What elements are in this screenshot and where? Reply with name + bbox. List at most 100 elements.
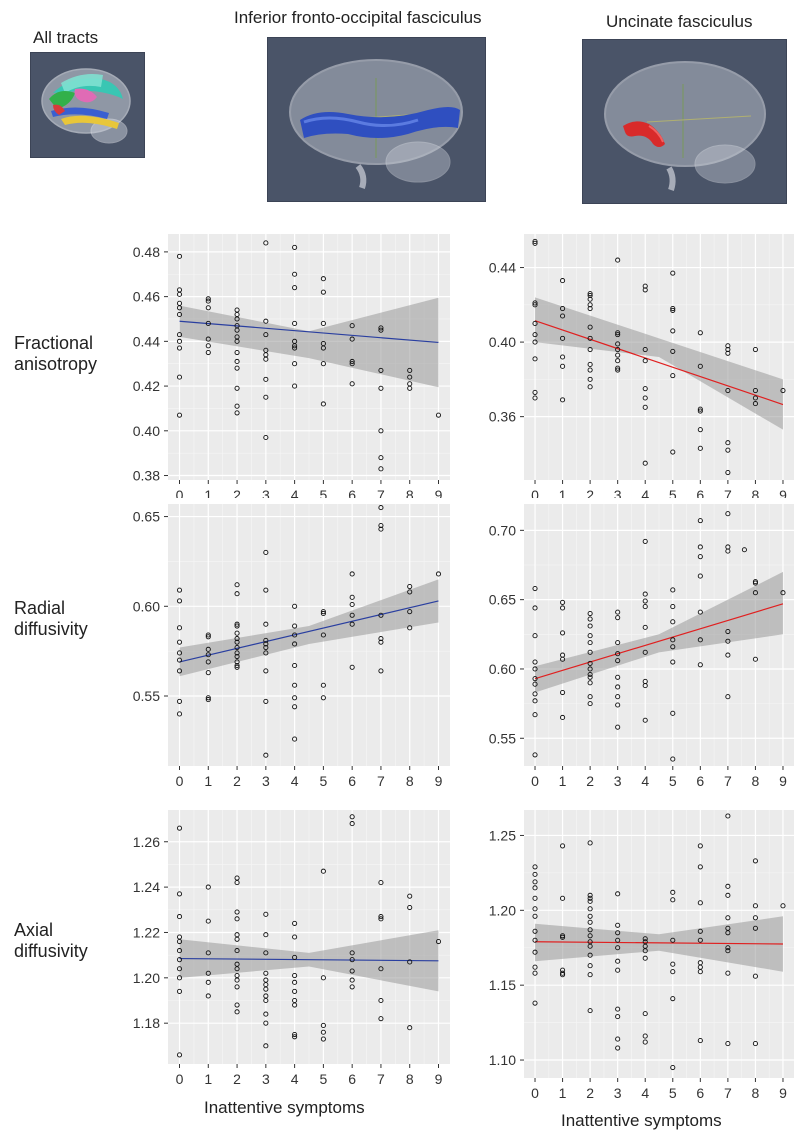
data-point (532, 605, 538, 611)
data-point (320, 401, 326, 407)
data-point (349, 571, 355, 577)
data-point (176, 291, 183, 297)
data-point (263, 356, 269, 362)
row-label-rd-line1: Radial (14, 598, 66, 618)
x-tick-label: 4 (291, 773, 299, 789)
brain-illustration-all-tracts (41, 68, 131, 144)
data-point (697, 662, 703, 668)
data-point (587, 927, 593, 933)
data-point (349, 621, 355, 627)
data-point (752, 903, 758, 909)
data-point (205, 305, 211, 311)
data-point (670, 307, 676, 313)
data-point (725, 387, 731, 394)
data-point (560, 970, 566, 976)
data-point (587, 305, 593, 312)
data-point (532, 691, 538, 697)
x-tick-label: 0 (531, 487, 539, 498)
data-point (615, 367, 621, 373)
data-point (560, 354, 566, 360)
data-point (642, 649, 648, 655)
row-label-ad-line1: Axial (14, 920, 54, 940)
x-tick-label: 2 (233, 487, 241, 498)
x-tick-label: 1 (204, 773, 212, 789)
data-point (349, 381, 355, 387)
data-point (176, 1052, 183, 1058)
data-point (263, 911, 269, 917)
x-tick-label: 0 (176, 773, 184, 789)
data-point (587, 361, 593, 368)
data-point (587, 913, 593, 919)
x-tick-label: 3 (614, 1085, 622, 1098)
data-point (532, 949, 538, 955)
data-point (234, 1009, 240, 1015)
data-point (587, 335, 593, 341)
data-point (587, 694, 593, 700)
data-point (697, 544, 703, 550)
x-axis-title-right: Inattentive symptoms (561, 1111, 722, 1130)
data-point (697, 928, 703, 934)
x-axis-title-left: Inattentive symptoms (204, 1098, 365, 1117)
brain-image-ifof (267, 37, 486, 202)
data-point (725, 350, 731, 356)
data-point (697, 408, 703, 414)
data-point (532, 871, 538, 877)
data-point (349, 950, 355, 956)
data-point (320, 609, 326, 615)
data-point (725, 694, 731, 700)
data-point (378, 522, 384, 529)
data-point (234, 653, 240, 660)
y-tick-label: 0.60 (133, 598, 160, 614)
data-point (642, 346, 648, 353)
brain-illustration-ifof (289, 59, 463, 189)
data-point (532, 712, 538, 718)
data-point (234, 662, 240, 669)
data-point (320, 361, 326, 367)
data-point (176, 338, 183, 344)
data-point (263, 332, 269, 338)
data-point (176, 914, 183, 920)
x-tick-label: 2 (233, 773, 241, 789)
x-tick-label: 5 (669, 773, 677, 789)
y-tick-label: 1.25 (489, 827, 516, 843)
data-point (532, 864, 538, 870)
data-point (587, 963, 593, 969)
y-tick-label: 0.65 (489, 592, 516, 608)
data-point (263, 1020, 269, 1026)
x-tick-label: 4 (291, 1071, 299, 1087)
data-point (587, 680, 593, 686)
data-point (560, 397, 566, 403)
data-point (532, 320, 538, 327)
data-point (292, 271, 298, 277)
data-point (670, 449, 676, 455)
data-point (725, 930, 731, 936)
data-point (234, 582, 240, 588)
data-point (176, 625, 183, 631)
data-point (615, 945, 621, 951)
data-point (642, 683, 648, 689)
data-point (560, 630, 566, 636)
data-point (587, 933, 593, 939)
regression-line (534, 603, 784, 680)
data-point (532, 332, 538, 338)
row-label-fractional-anisotropy: Fractional anisotropy (14, 333, 97, 375)
data-point (292, 285, 298, 291)
data-point (320, 695, 326, 701)
data-point (292, 934, 298, 940)
data-point (234, 630, 240, 636)
data-point (263, 240, 269, 246)
data-point (642, 948, 648, 954)
data-point (292, 1031, 298, 1038)
data-point (780, 590, 786, 596)
data-point (670, 937, 676, 943)
data-point (378, 612, 384, 618)
data-point (349, 612, 355, 618)
data-point (378, 880, 384, 886)
y-tick-label: 0.48 (133, 244, 160, 260)
data-point (697, 554, 703, 560)
y-tick-label: 0.44 (133, 333, 160, 349)
data-point (205, 670, 211, 676)
data-point (587, 384, 593, 390)
data-point (378, 325, 384, 331)
data-point (642, 287, 648, 293)
